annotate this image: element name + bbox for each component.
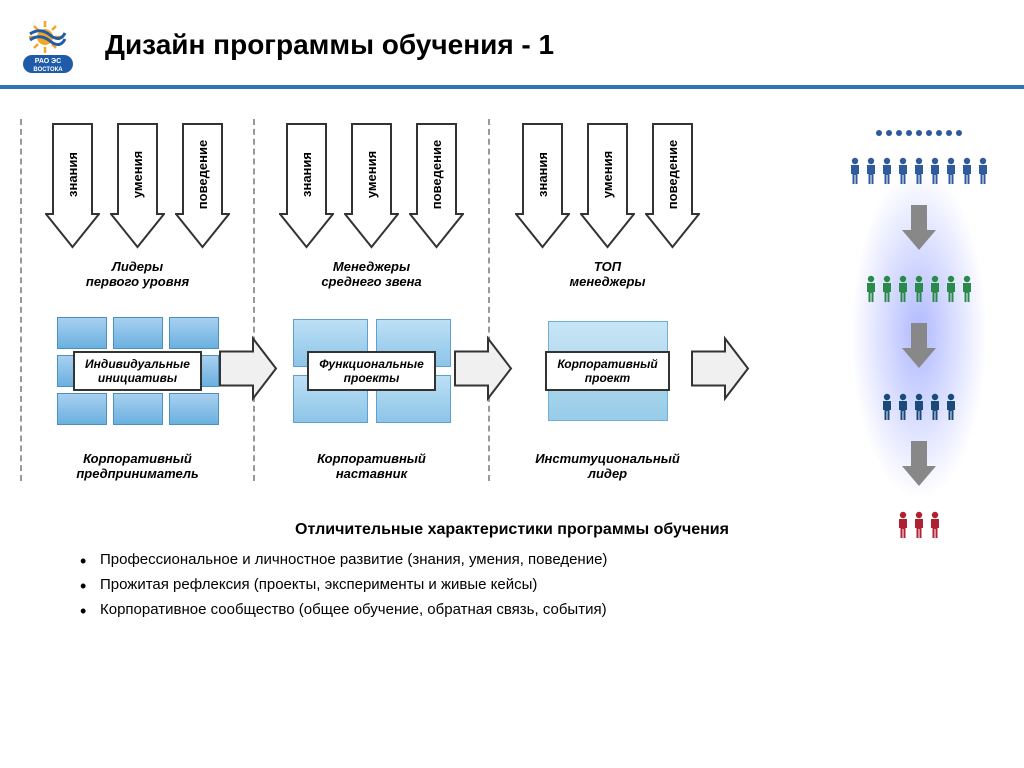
people-row (880, 393, 958, 421)
project-block: Корпоративныйпроект (495, 311, 720, 431)
right-arrow-icon (453, 334, 513, 409)
svg-text:ВОСТОКА: ВОСТОКА (33, 67, 63, 73)
skill-arrow: поведение (409, 119, 464, 249)
people-row (864, 275, 974, 303)
characteristic-item: Корпоративное сообщество (общее обучение… (80, 601, 974, 618)
skill-arrow: умения (110, 119, 165, 249)
funnel-arrow-icon (899, 202, 939, 257)
skill-arrow: знания (279, 119, 334, 249)
characteristic-item: Профессиональное и личностное развитие (… (80, 551, 974, 568)
funnel-arrow-icon (899, 438, 939, 493)
skill-arrow: знания (45, 119, 100, 249)
role-label: Корпоративныйнаставник (317, 451, 426, 481)
column-2: знания умения поведение ТОПменеджеры Корпо… (490, 119, 725, 481)
characteristic-item: Прожитая рефлексия (проекты, эксперимент… (80, 576, 974, 593)
role-label: Институциональныйлидер (535, 451, 680, 481)
project-label: Индивидуальныеинициативы (73, 351, 202, 391)
skill-arrow: поведение (645, 119, 700, 249)
level-label: Лидерыпервого уровня (86, 259, 189, 291)
people-row (848, 157, 990, 185)
skill-arrow: поведение (175, 119, 230, 249)
level-label: ТОПменеджеры (570, 259, 646, 291)
project-label: Корпоративныйпроект (545, 351, 669, 391)
column-1: знания умения поведение Менеджерысреднего… (255, 119, 490, 481)
role-label: Корпоративныйпредприниматель (76, 451, 198, 481)
skill-arrow: умения (344, 119, 399, 249)
funnel-arrow-icon (899, 320, 939, 375)
diagram: знания умения поведение Лидерыпервого уро… (0, 89, 1024, 491)
project-block: Функциональныепроекты (260, 311, 483, 431)
svg-text:РАО ЭС: РАО ЭС (35, 58, 61, 65)
header: РАО ЭС ВОСТОКА Дизайн программы обучения… (0, 0, 1024, 89)
column-0: знания умения поведение Лидерыпервого уро… (20, 119, 255, 481)
level-label: Менеджерысреднего звена (321, 259, 421, 291)
page-title: Дизайн программы обучения - 1 (105, 29, 554, 61)
project-label: Функциональныепроекты (307, 351, 436, 391)
funnel-column (834, 119, 1004, 549)
project-block: Индивидуальныеинициативы (27, 311, 248, 431)
skill-arrow: знания (515, 119, 570, 249)
right-arrow-icon (690, 334, 750, 409)
people-dots (875, 129, 963, 137)
skill-arrow: умения (580, 119, 635, 249)
people-row (896, 511, 942, 539)
logo: РАО ЭС ВОСТОКА (15, 15, 85, 75)
right-arrow-icon (218, 334, 278, 409)
